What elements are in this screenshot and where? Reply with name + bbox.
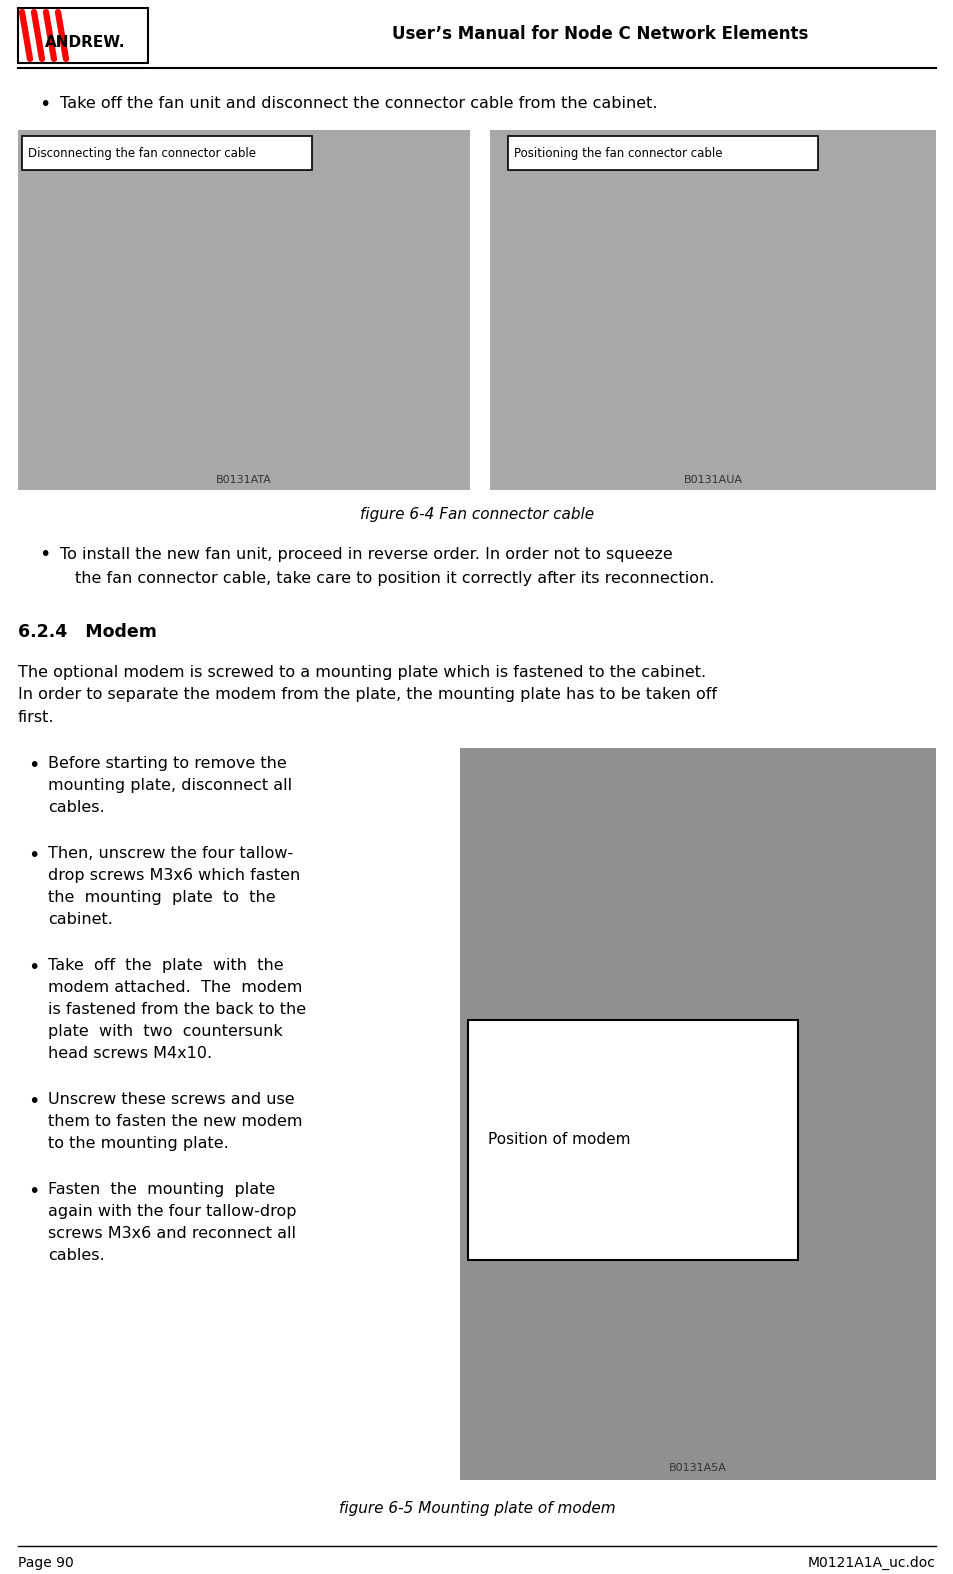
Text: head screws M4x10.: head screws M4x10. xyxy=(48,1047,212,1061)
Bar xyxy=(507,135,817,170)
Bar xyxy=(459,748,935,1480)
Text: plate  with  two  countersunk: plate with two countersunk xyxy=(48,1025,282,1039)
Text: first.: first. xyxy=(18,710,54,726)
Text: Positioning the fan connector cable: Positioning the fan connector cable xyxy=(514,148,721,161)
Text: User’s Manual for Node C Network Elements: User’s Manual for Node C Network Element… xyxy=(392,25,807,42)
Text: •: • xyxy=(29,756,40,774)
Text: the fan connector cable, take care to position it correctly after its reconnecti: the fan connector cable, take care to po… xyxy=(75,570,714,586)
Bar xyxy=(490,131,935,490)
Text: •: • xyxy=(39,545,51,563)
Text: figure 6-5 Mounting plate of modem: figure 6-5 Mounting plate of modem xyxy=(338,1500,615,1516)
Text: Take  off  the  plate  with  the: Take off the plate with the xyxy=(48,959,283,973)
Text: •: • xyxy=(39,94,51,113)
Text: cables.: cables. xyxy=(48,800,105,815)
Text: mounting plate, disconnect all: mounting plate, disconnect all xyxy=(48,778,292,793)
Text: cabinet.: cabinet. xyxy=(48,911,112,927)
Text: the  mounting  plate  to  the: the mounting plate to the xyxy=(48,889,275,905)
Text: The optional modem is screwed to a mounting plate which is fastened to the cabin: The optional modem is screwed to a mount… xyxy=(18,664,705,680)
Text: to the mounting plate.: to the mounting plate. xyxy=(48,1136,229,1151)
Text: •: • xyxy=(29,959,40,977)
Text: Disconnecting the fan connector cable: Disconnecting the fan connector cable xyxy=(28,148,255,161)
Text: Then, unscrew the four tallow-: Then, unscrew the four tallow- xyxy=(48,845,293,861)
Text: modem attached.  The  modem: modem attached. The modem xyxy=(48,981,302,995)
Text: Take off the fan unit and disconnect the connector cable from the cabinet.: Take off the fan unit and disconnect the… xyxy=(60,96,657,112)
Text: Fasten  the  mounting  plate: Fasten the mounting plate xyxy=(48,1182,275,1196)
Text: drop screws M3x6 which fasten: drop screws M3x6 which fasten xyxy=(48,867,300,883)
Text: Position of modem: Position of modem xyxy=(488,1133,630,1147)
Text: •: • xyxy=(29,845,40,866)
Text: Before starting to remove the: Before starting to remove the xyxy=(48,756,287,771)
Text: figure 6-4 Fan connector cable: figure 6-4 Fan connector cable xyxy=(359,507,594,521)
Text: •: • xyxy=(29,1182,40,1201)
Text: In order to separate the modem from the plate, the mounting plate has to be take: In order to separate the modem from the … xyxy=(18,688,717,702)
Bar xyxy=(22,135,312,170)
Text: 6.2.4   Modem: 6.2.4 Modem xyxy=(18,623,156,641)
Text: •: • xyxy=(29,1092,40,1111)
Bar xyxy=(18,8,148,63)
Text: Unscrew these screws and use: Unscrew these screws and use xyxy=(48,1092,294,1107)
Text: ANDREW.: ANDREW. xyxy=(46,35,126,50)
Bar xyxy=(468,1020,797,1261)
Text: them to fasten the new modem: them to fasten the new modem xyxy=(48,1114,302,1129)
Bar xyxy=(18,131,470,490)
Text: B0131AUA: B0131AUA xyxy=(682,475,741,485)
Text: again with the four tallow-drop: again with the four tallow-drop xyxy=(48,1204,296,1218)
Text: B0131ATA: B0131ATA xyxy=(215,475,272,485)
Text: is fastened from the back to the: is fastened from the back to the xyxy=(48,1003,306,1017)
Text: screws M3x6 and reconnect all: screws M3x6 and reconnect all xyxy=(48,1226,295,1240)
Text: B0131A5A: B0131A5A xyxy=(668,1462,726,1473)
Text: To install the new fan unit, proceed in reverse order. In order not to squeeze: To install the new fan unit, proceed in … xyxy=(60,546,672,562)
Text: M0121A1A_uc.doc: M0121A1A_uc.doc xyxy=(807,1557,935,1571)
Text: Page 90: Page 90 xyxy=(18,1557,73,1569)
Text: cables.: cables. xyxy=(48,1248,105,1262)
